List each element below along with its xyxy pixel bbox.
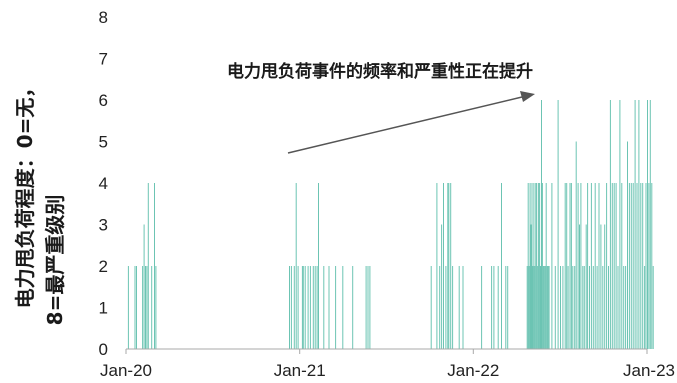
y-tick-labels: 0 1 2 3 4 5 6 7 8 (99, 8, 108, 359)
y-tick-label: 3 (99, 216, 108, 235)
bar-series (127, 100, 654, 349)
x-tick-label: Jan-20 (100, 361, 152, 380)
y-tick-label: 6 (99, 91, 108, 110)
y-tick-label: 7 (99, 50, 108, 69)
y-axis-label-line-1: 电力甩负荷程度：0=无， (13, 78, 37, 309)
x-tick-label: Jan-22 (447, 361, 499, 380)
y-tick-label: 8 (99, 8, 108, 27)
y-tick-label: 5 (99, 133, 108, 152)
x-tick-labels: Jan-20 Jan-21 Jan-22 Jan-23 (100, 361, 675, 380)
y-tick-label: 0 (99, 340, 108, 359)
x-tick-label: Jan-23 (623, 361, 675, 380)
y-tick-label: 4 (99, 174, 108, 193)
annotation-arrow-line (287, 96, 523, 154)
x-tick-label: Jan-21 (274, 361, 326, 380)
x-tick-marks (125, 349, 648, 354)
annotation-arrow-head (520, 91, 535, 102)
y-axis-label-line-2: 8=最严重级别 (43, 195, 67, 326)
y-tick-label: 2 (99, 257, 108, 276)
y-tick-label: 1 (99, 299, 108, 318)
annotation-text: 电力甩负荷事件的频率和严重性正在提升 (227, 61, 533, 82)
